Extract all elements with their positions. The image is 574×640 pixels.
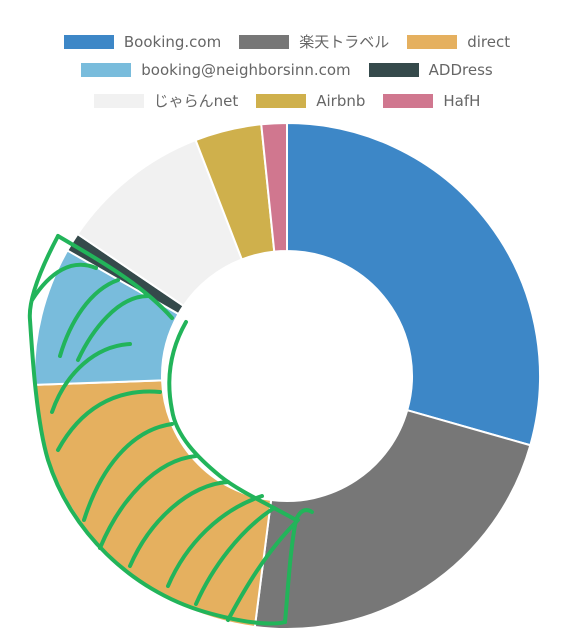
legend-item[interactable]: direct: [407, 33, 510, 51]
legend-item[interactable]: booking@neighborsinn.com: [81, 61, 351, 79]
annotation-stroke: [226, 518, 300, 622]
slice-1[interactable]: [286, 121, 541, 447]
annotation-stroke: [30, 262, 98, 302]
legend-swatch: [81, 63, 132, 77]
legend-swatch: [407, 34, 458, 49]
annotation-stroke: [82, 422, 174, 522]
legend-swatch: [63, 34, 114, 49]
slice-8[interactable]: [260, 121, 288, 253]
legend-swatch: [256, 93, 307, 108]
annotation-stroke: [76, 294, 150, 362]
legend-label: Booking.com: [123, 32, 222, 51]
legend-swatch: [239, 34, 290, 49]
legend-label: 楽天トラベル: [299, 33, 390, 51]
legend-label: booking@neighborsinn.com: [141, 61, 351, 79]
legend-row: じゃらんnet Airbnb HafH: [0, 90, 574, 111]
annotation-stroke: [56, 234, 174, 320]
legend-swatch: [383, 93, 434, 108]
annotation-stroke: [166, 494, 264, 588]
slices-group: [33, 121, 541, 630]
green-hatch-annotation: [27, 234, 314, 626]
legend-label: ADDress: [428, 61, 493, 79]
legend-swatch: [93, 93, 144, 108]
slice-2[interactable]: [253, 408, 532, 630]
annotation-stroke: [98, 454, 198, 550]
annotation-stroke: [27, 234, 287, 626]
legend-row: Booking.com 楽天トラベル direct: [0, 31, 574, 52]
legend-swatch: [368, 63, 419, 77]
legend-item[interactable]: Booking.com: [63, 32, 222, 51]
legend-item[interactable]: じゃらんnet: [93, 90, 239, 111]
legend-item[interactable]: ADDress: [368, 61, 493, 79]
legend-item[interactable]: HafH: [383, 92, 480, 110]
legend-label: じゃらんnet: [153, 92, 239, 110]
annotation-stroke: [58, 278, 120, 358]
legend-label: Airbnb: [316, 91, 366, 110]
legend-row: booking@neighborsinn.com ADDress: [0, 61, 574, 79]
annotation-stroke: [50, 342, 132, 414]
annotation-stroke: [56, 389, 162, 452]
legend-item[interactable]: Airbnb: [256, 92, 365, 110]
legend-item[interactable]: 楽天トラベル: [239, 31, 389, 52]
annotation-stroke: [194, 506, 276, 606]
legend-label: HafH: [443, 91, 481, 110]
legend-label: direct: [467, 32, 511, 51]
annotation-stroke: [128, 480, 230, 568]
